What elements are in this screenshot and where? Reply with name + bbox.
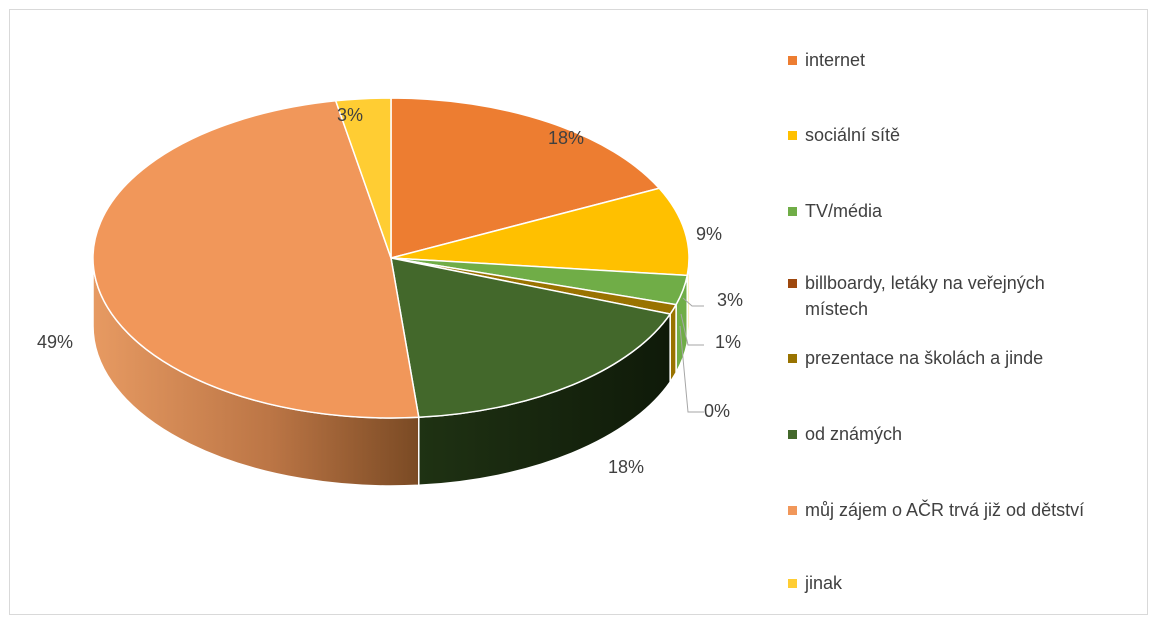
pie-slice-muj-zajem-o-acr-trva-jiz-od-detstvi	[92, 100, 420, 419]
pie-slices	[92, 97, 690, 419]
legend-swatch	[788, 207, 797, 216]
legend-item-internet: internet	[788, 47, 865, 73]
legend-swatch	[788, 279, 797, 288]
legend-label: prezentace na školách a jinde	[805, 348, 1044, 368]
pie-sides	[92, 257, 690, 487]
legend-item-od-znamych: od známých	[788, 421, 902, 447]
legend-swatch	[788, 354, 797, 363]
legend-label-line2: místech	[805, 299, 869, 319]
leader-line	[679, 325, 704, 413]
pie-slice-jinak	[334, 97, 392, 259]
data-label-prezentace-na-skolach-a-jinde: 1%	[715, 332, 741, 352]
legend-label: internet	[805, 50, 866, 70]
legend-item-tv-media: TV/média	[788, 198, 882, 224]
leader-lines	[679, 297, 704, 413]
data-labels: 18% 9% 3% 0% 1% 18% 49% 3%	[37, 105, 743, 477]
pie-slice-socialni-site	[390, 187, 690, 277]
data-label-muj-zajem-o-acr-trva-jiz-od-detstvi: 49%	[37, 332, 73, 352]
legend-swatch	[788, 131, 797, 140]
data-label-jinak: 3%	[337, 105, 363, 125]
legend-item-socialni-site: sociální sítě	[788, 122, 900, 148]
legend-item-prezentace: prezentace na školách a jinde	[788, 345, 1043, 371]
legend-label: sociální sítě	[805, 125, 901, 145]
legend-item-muj-zajem: můj zájem o AČR trvá již od dětství	[788, 497, 1084, 523]
legend-swatch	[788, 506, 797, 515]
data-label-billboardy-letaky-na-verejnych-mistech: 0%	[704, 401, 730, 421]
legend-item-jinak: jinak	[788, 570, 842, 596]
legend-label: můj zájem o AČR trvá již od dětství	[805, 500, 1085, 520]
legend-item-billboardy: billboardy, letáky na veřejných místech	[788, 270, 1045, 322]
pie-side-prezentace-na-skolach-a-jinde	[669, 301, 677, 385]
legend-label: od známých	[805, 424, 903, 444]
legend-swatch	[788, 56, 797, 65]
pie-slice-od-znamych	[390, 257, 671, 419]
pie-slice-internet	[390, 97, 660, 259]
leader-line	[682, 297, 704, 307]
data-label-socialni-site: 9%	[696, 224, 722, 244]
legend-swatch	[788, 579, 797, 588]
legend-label: TV/média	[805, 201, 883, 221]
leader-line	[680, 313, 704, 346]
data-label-internet: 18%	[548, 128, 584, 148]
data-label-od-znamych: 18%	[608, 457, 644, 477]
data-label-tv-media: 3%	[717, 290, 743, 310]
legend-swatch	[788, 430, 797, 439]
legend-label: billboardy, letáky na veřejných	[805, 273, 1045, 293]
legend-label: jinak	[805, 573, 843, 593]
